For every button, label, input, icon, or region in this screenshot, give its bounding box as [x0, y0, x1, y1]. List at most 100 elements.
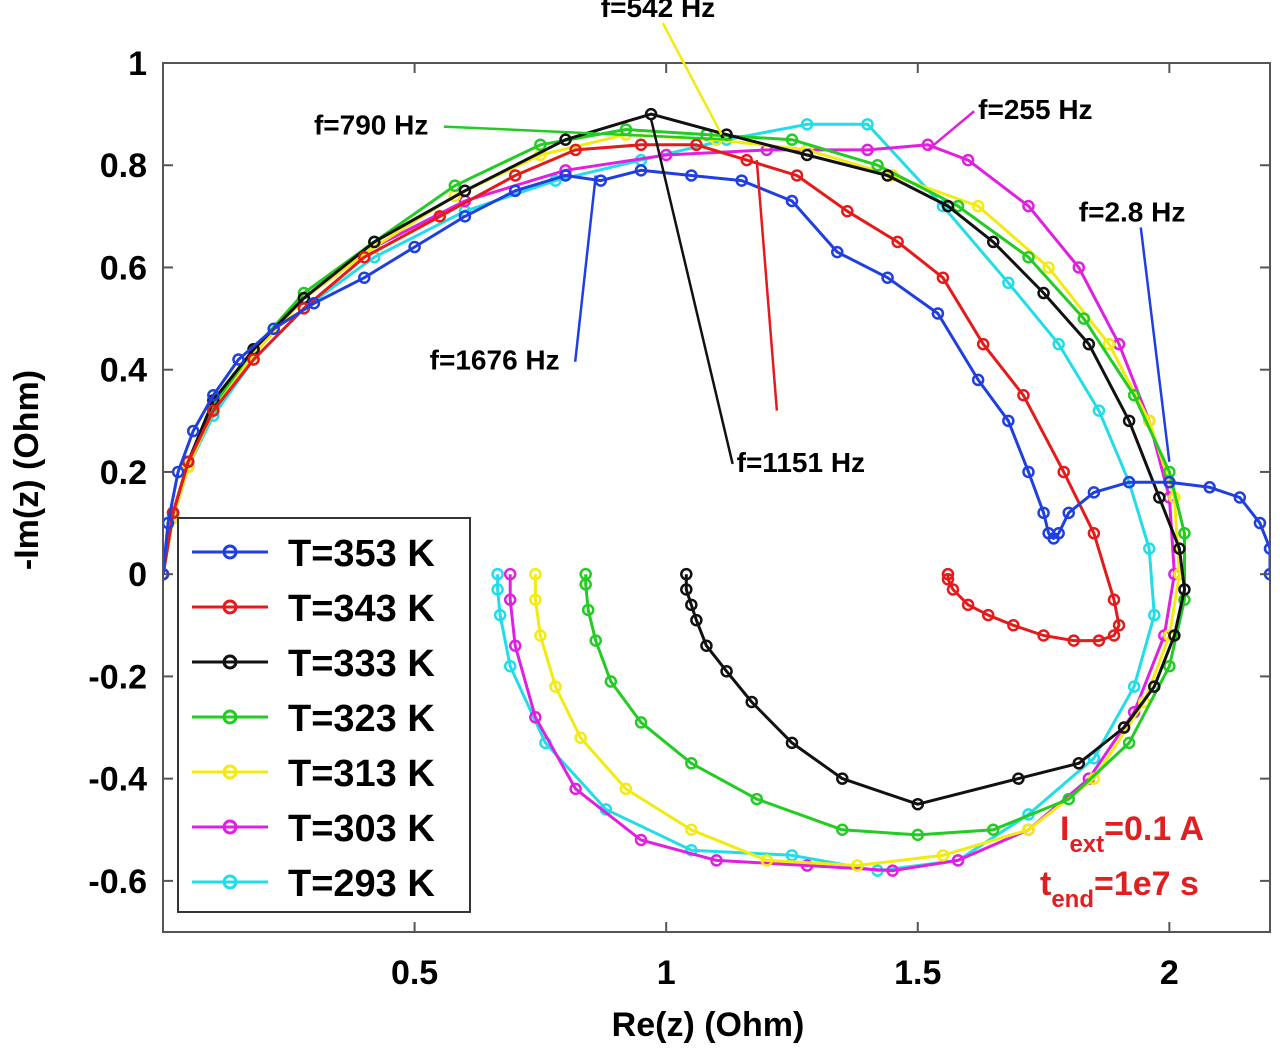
y-axis-title: -Im(z) (Ohm) [8, 370, 46, 570]
cond-time-symbol: t [1040, 865, 1051, 903]
y-tick-label: -0.4 [88, 761, 147, 799]
legend-label: T=333 K [288, 643, 435, 685]
data-point [976, 337, 990, 351]
y-tick-label: 0.6 [100, 249, 147, 287]
data-point [800, 118, 814, 131]
data-point [1163, 475, 1176, 489]
data-point [448, 179, 462, 192]
data-point [971, 373, 985, 387]
data-point [931, 307, 945, 320]
data-point [1178, 527, 1191, 540]
data-point [961, 153, 975, 167]
data-point [408, 240, 421, 254]
data-point [981, 608, 995, 622]
annotations: f=542 Hz f=790 Hz f=255 Hz f=2.8 Hz f=1676 H… [314, 0, 1185, 478]
data-point [207, 389, 220, 402]
annotation: f=1676 Hz [430, 175, 597, 376]
data-point [458, 210, 472, 223]
data-point [785, 736, 799, 750]
annotation-label: f=542 Hz [601, 0, 715, 23]
data-point [1087, 486, 1101, 499]
data-point [1203, 481, 1216, 494]
data-point [1082, 337, 1096, 351]
data-point [680, 567, 693, 581]
y-tick-label: 0.8 [100, 147, 147, 185]
data-point [800, 859, 814, 872]
data-point [941, 199, 955, 213]
data-point [581, 603, 595, 617]
legend-swatch-marker [222, 874, 238, 890]
data-point [307, 297, 321, 310]
data-point [589, 634, 602, 647]
annotation-label: f=1676 Hz [430, 345, 560, 376]
data-point [1092, 404, 1106, 417]
data-point [680, 583, 693, 596]
data-point [247, 353, 260, 366]
y-tick-label: -0.6 [88, 863, 147, 901]
data-point [785, 194, 799, 208]
data-point [368, 235, 381, 249]
cond-current-value: =0.1 A [1104, 810, 1204, 848]
data-point [1037, 629, 1050, 642]
data-point [1042, 261, 1055, 274]
data-point [644, 107, 658, 121]
data-point [1052, 527, 1065, 540]
data-point [1117, 721, 1131, 734]
data-point [941, 567, 955, 581]
data-point [941, 573, 955, 586]
data-point [493, 608, 507, 622]
data-point [1173, 542, 1186, 555]
data-point [881, 169, 894, 182]
data-point [785, 133, 799, 146]
data-point [685, 757, 698, 770]
data-point [529, 567, 542, 581]
data-point [790, 169, 804, 182]
plot-frame [162, 62, 1271, 933]
cond-time-sub: end [1051, 886, 1094, 913]
data-point [690, 138, 703, 152]
data-point [735, 174, 748, 187]
legend-entry: T=313 K [192, 753, 435, 795]
data-point [1148, 608, 1161, 622]
annotation-pointer [927, 110, 975, 151]
data-point [971, 199, 985, 213]
data-point [886, 864, 899, 877]
x-tick-label: 1.5 [894, 954, 941, 992]
x-tick-label: 1 [657, 954, 676, 992]
legend-label: T=313 K [288, 753, 435, 795]
x-tick-label: 2 [1160, 954, 1179, 992]
data-point [1112, 619, 1126, 632]
series-t-353-k [163, 164, 1270, 581]
data-point [433, 210, 446, 223]
data-point [1107, 629, 1121, 642]
data-point [634, 138, 648, 152]
data-point [911, 828, 925, 842]
data-point [1022, 250, 1035, 264]
legend-entry: T=293 K [192, 863, 435, 905]
data-point [549, 680, 562, 693]
series-t-343-k [163, 138, 1126, 647]
data-point [267, 322, 280, 336]
annotation: f=255 Hz [927, 94, 1093, 151]
data-point [951, 854, 965, 867]
legend-entry: T=333 K [192, 643, 435, 685]
data-point [1142, 542, 1156, 555]
data-point [1122, 475, 1136, 489]
data-point [961, 598, 975, 612]
data-point [1153, 491, 1166, 504]
data-point [1102, 337, 1116, 351]
cond-time-value: =1e7 s [1094, 865, 1199, 903]
y-tick-label: -0.2 [88, 658, 147, 696]
x-axis-title: Re(z) (Ohm) [612, 1006, 805, 1044]
data-point [685, 598, 698, 612]
data-point [529, 711, 542, 724]
data-point [720, 665, 733, 678]
data-point [166, 506, 180, 520]
data-point [1007, 619, 1020, 632]
plot-area [163, 107, 1270, 877]
data-point [529, 593, 542, 606]
data-point [491, 567, 504, 581]
legend-label: T=303 K [288, 808, 435, 850]
annotation-label: f=255 Hz [978, 94, 1092, 125]
